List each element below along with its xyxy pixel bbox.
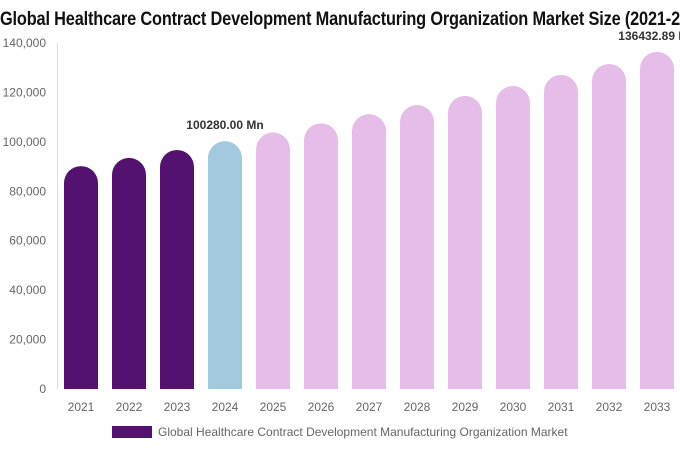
x-tick-label: 2025 — [260, 400, 287, 414]
bar-2029 — [448, 95, 482, 389]
x-tick-label: 2033 — [644, 400, 671, 414]
y-tick-label: 80,000 — [9, 184, 46, 198]
bar-2025 — [256, 132, 290, 390]
chart-title: Global Healthcare Contract Development M… — [0, 9, 680, 30]
legend-swatch — [112, 426, 152, 438]
y-tick-label: 60,000 — [9, 234, 46, 248]
x-tick-label: 2023 — [164, 400, 191, 414]
bar-2027 — [352, 114, 386, 390]
x-tick-label: 2026 — [308, 400, 335, 414]
bar-2024 — [208, 141, 242, 389]
x-tick-label: 2031 — [548, 400, 575, 414]
bar-2026 — [304, 123, 338, 389]
x-tick-label: 2029 — [452, 400, 479, 414]
bar-2031 — [544, 74, 578, 389]
y-tick-label: 20,000 — [9, 333, 46, 347]
data-label-2024: 100280.00 Mn — [186, 118, 263, 132]
x-tick-label: 2028 — [404, 400, 431, 414]
x-tick-label: 2024 — [212, 400, 239, 414]
legend: Global Healthcare Contract Development M… — [112, 425, 568, 439]
x-tick-label: 2027 — [356, 400, 383, 414]
bar-2032 — [592, 64, 626, 389]
x-tick-label: 2032 — [596, 400, 623, 414]
y-tick-label: 0 — [39, 382, 46, 396]
bar-2022 — [112, 157, 146, 389]
y-tick-label: 140,000 — [3, 36, 47, 50]
bar-2033 — [640, 51, 674, 390]
y-tick-label: 100,000 — [3, 135, 47, 149]
x-tick-label: 2021 — [68, 400, 95, 414]
x-tick-label: 2030 — [500, 400, 527, 414]
x-tick-label: 2022 — [116, 400, 143, 414]
y-tick-label: 120,000 — [3, 85, 47, 99]
bar-2030 — [496, 86, 530, 389]
bar-2021 — [64, 166, 98, 389]
bar-2028 — [400, 105, 434, 389]
bar-2023 — [160, 150, 194, 389]
legend-label: Global Healthcare Contract Development M… — [158, 425, 568, 439]
y-tick-label: 40,000 — [9, 283, 46, 297]
data-label-2033: 136432.89 Mn — [618, 29, 680, 43]
